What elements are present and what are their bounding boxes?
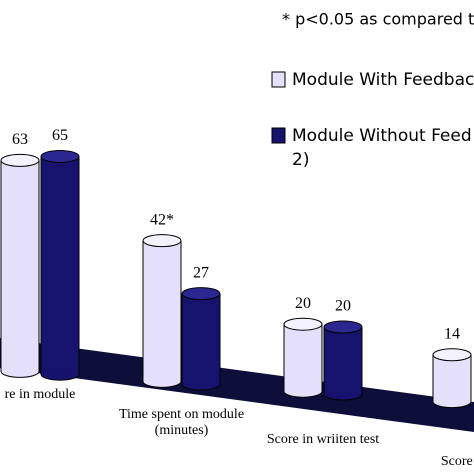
bar — [283, 317, 323, 398]
bar-body — [324, 327, 362, 395]
bar-body — [41, 156, 79, 375]
bar-body — [284, 324, 322, 392]
bar-body — [1, 160, 39, 372]
value-label: 27 — [193, 264, 209, 281]
bar — [432, 348, 472, 409]
category-label: Time spent on module (minutes) — [118, 407, 245, 438]
legend-swatch — [271, 71, 286, 88]
bar-top — [432, 348, 472, 362]
bar — [0, 153, 40, 378]
x-tick-label: re in module — [4, 387, 76, 402]
bar-top — [181, 287, 221, 301]
legend-swatch — [271, 127, 286, 144]
bar — [142, 234, 182, 388]
x-tick-label: Score in wriiten test — [266, 432, 380, 447]
floor — [0, 338, 474, 432]
bar-body — [182, 293, 220, 385]
bar-top — [142, 234, 182, 248]
x-tick-label: Time spent on module (minutes) — [118, 407, 245, 438]
value-label: 42* — [150, 211, 174, 228]
category-label: re in module — [4, 387, 76, 402]
legend-note: 2) — [292, 150, 309, 170]
value-label: 20 — [295, 295, 311, 312]
bar-top — [0, 153, 40, 167]
category-label: Score in wriiten test — [266, 432, 380, 447]
bar-body — [143, 240, 181, 382]
bar-body — [433, 354, 471, 402]
bar-top — [323, 320, 363, 334]
annotation: * p<0.05 as compared t — [282, 10, 474, 29]
value-label: 14 — [444, 325, 460, 342]
legend-label: Module With Feedbac — [292, 70, 474, 90]
bar — [181, 287, 221, 391]
bar — [40, 149, 80, 381]
value-label: 65 — [52, 127, 68, 144]
x-tick-label: Score in M — [440, 454, 474, 469]
legend-label: Module Without Feed — [292, 126, 472, 146]
category-label: Score in M — [440, 454, 474, 469]
bar-top — [283, 317, 323, 331]
value-label: 20 — [335, 298, 351, 315]
value-label: 63 — [12, 131, 28, 148]
bar — [323, 320, 363, 401]
bar-top — [40, 149, 80, 163]
